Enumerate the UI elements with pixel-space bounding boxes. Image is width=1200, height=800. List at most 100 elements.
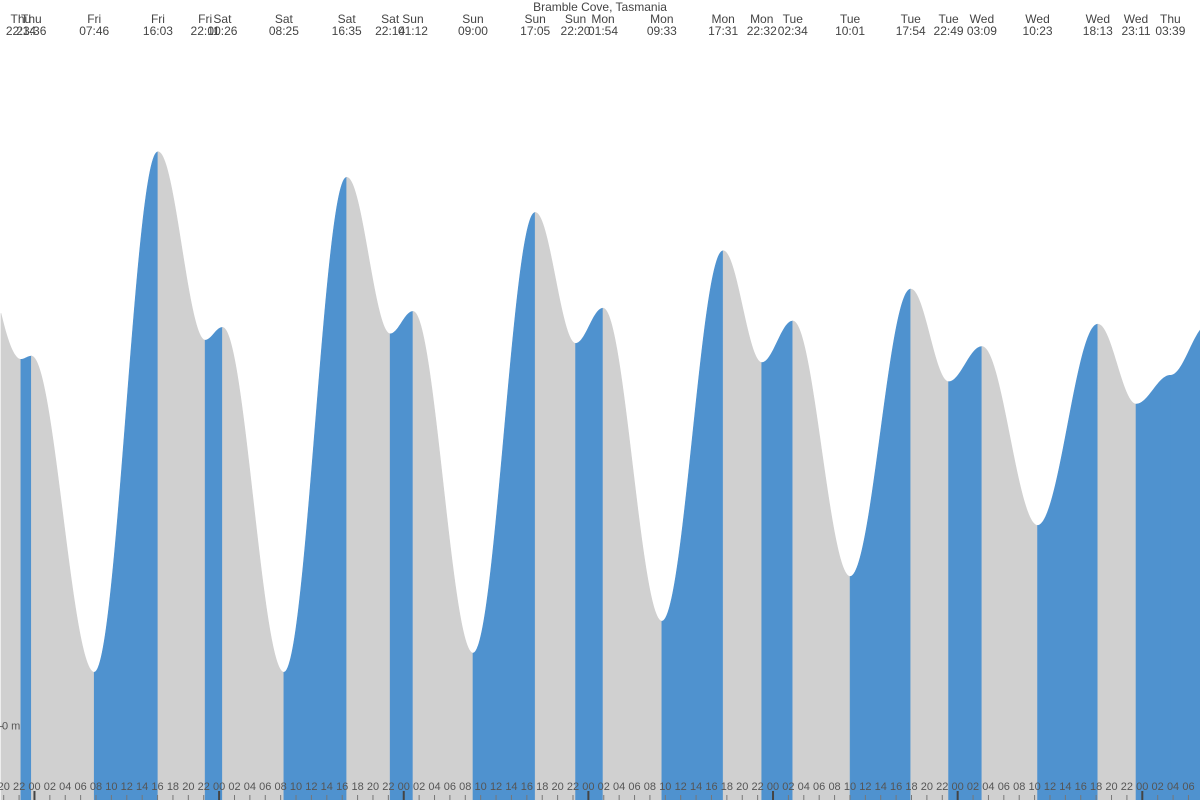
extreme-day: Thu <box>1160 12 1181 26</box>
x-tick-label: 00 <box>398 781 410 793</box>
x-tick-label: 16 <box>890 781 902 793</box>
extreme-time: 01:12 <box>398 24 428 38</box>
x-tick-label: 04 <box>244 781 256 793</box>
x-tick-label: 02 <box>413 781 425 793</box>
x-tick-label: 08 <box>459 781 471 793</box>
extreme-time: 03:09 <box>967 24 997 38</box>
extreme-day: Mon <box>591 12 614 26</box>
extreme-time: 23:11 <box>1121 24 1150 38</box>
x-tick-label: 12 <box>1044 781 1056 793</box>
falling-tide <box>31 355 95 800</box>
x-tick-label: 00 <box>952 781 964 793</box>
x-tick-label: 04 <box>428 781 440 793</box>
x-tick-label: 06 <box>628 781 640 793</box>
extreme-day: Sun <box>565 12 586 26</box>
x-tick-label: 14 <box>1059 781 1071 793</box>
x-tick-label: 22 <box>382 781 394 793</box>
x-tick-label: 22 <box>198 781 210 793</box>
x-tick-label: 22 <box>752 781 764 793</box>
x-tick-label: 08 <box>90 781 102 793</box>
x-tick-label: 14 <box>505 781 517 793</box>
x-tick-label: 02 <box>598 781 610 793</box>
x-tick-label: 20 <box>921 781 933 793</box>
x-tick-label: 14 <box>875 781 887 793</box>
extreme-time: 03:39 <box>1155 24 1185 38</box>
rising-tide <box>849 288 912 800</box>
x-tick-label: 16 <box>705 781 717 793</box>
x-axis: 0 m20 22 00 02 04 06 08 10 12 14 16 18 20 22 00 02 04 06 0… <box>0 720 1195 800</box>
extreme-time: 02:34 <box>778 24 808 38</box>
x-tick-label: 22 <box>13 781 25 793</box>
x-tick-label: 08 <box>275 781 287 793</box>
x-tick-label: 00 <box>28 781 40 793</box>
x-tick-label: 04 <box>59 781 71 793</box>
extreme-day: Fri <box>87 12 101 26</box>
falling-tide <box>534 212 576 800</box>
extreme-time: 16:35 <box>332 24 362 38</box>
x-tick-label: 18 <box>1090 781 1102 793</box>
extreme-day: Wed <box>1025 12 1049 26</box>
extreme-time: 22:11 <box>191 24 220 38</box>
extreme-time: 22:20 <box>561 24 591 38</box>
extreme-day: Mon <box>711 12 734 26</box>
x-tick-label: 02 <box>44 781 56 793</box>
extreme-day: Sat <box>338 12 357 26</box>
x-tick-label: 20 <box>0 781 10 793</box>
x-tick-label: 10 <box>105 781 117 793</box>
falling-tide <box>412 311 474 800</box>
extreme-labels: Thu22:14Thu23:36Fri07:46Fri16:03Fri22:11… <box>6 12 1186 38</box>
extreme-day: Fri <box>151 12 165 26</box>
falling-tide <box>910 288 949 800</box>
falling-tide <box>1097 323 1137 800</box>
extreme-day: Wed <box>970 12 994 26</box>
rising-tide <box>761 320 794 800</box>
extreme-time: 10:01 <box>835 24 865 38</box>
falling-tide <box>222 327 285 800</box>
x-tick-label: 10 <box>475 781 487 793</box>
x-tick-label: 20 <box>551 781 563 793</box>
extreme-day: Thu <box>11 12 32 26</box>
falling-tide <box>157 151 206 800</box>
extreme-time: 09:33 <box>647 24 677 38</box>
x-tick-label: 06 <box>75 781 87 793</box>
x-tick-label: 18 <box>351 781 363 793</box>
x-tick-label: 06 <box>444 781 456 793</box>
extreme-day: Mon <box>650 12 673 26</box>
rising-tide <box>1135 374 1171 800</box>
extreme-time: 17:54 <box>896 24 926 38</box>
extreme-day: Tue <box>938 12 959 26</box>
x-tick-label: 20 <box>1105 781 1117 793</box>
x-tick-label: 16 <box>521 781 533 793</box>
extreme-time: 17:31 <box>708 24 738 38</box>
extreme-day: Sat <box>275 12 294 26</box>
rising-tide <box>472 212 536 800</box>
extreme-time: 22:14 <box>375 24 405 38</box>
rising-tide <box>283 176 347 800</box>
extreme-day: Mon <box>750 12 773 26</box>
x-tick-label: 18 <box>536 781 548 793</box>
x-tick-label: 22 <box>567 781 579 793</box>
extreme-day: Fri <box>198 12 212 26</box>
x-tick-label: 20 <box>182 781 194 793</box>
x-tick-label: 20 <box>367 781 379 793</box>
extreme-time: 09:00 <box>458 24 488 38</box>
extreme-time: 00:26 <box>207 24 237 38</box>
x-tick-label: 22 <box>1121 781 1133 793</box>
extreme-day: Sun <box>524 12 545 26</box>
x-tick-label: 12 <box>305 781 317 793</box>
x-tick-label: 02 <box>967 781 979 793</box>
x-tick-label: 14 <box>690 781 702 793</box>
x-tick-label: 08 <box>644 781 656 793</box>
rising-tide <box>1037 323 1099 800</box>
extreme-time: 16:03 <box>143 24 173 38</box>
x-tick-label: 12 <box>490 781 502 793</box>
extreme-day: Tue <box>783 12 804 26</box>
x-tick-label: 10 <box>290 781 302 793</box>
x-tick-label: 02 <box>228 781 240 793</box>
x-tick-label: 04 <box>1167 781 1179 793</box>
falling-tide <box>792 320 851 800</box>
extreme-day: Wed <box>1086 12 1110 26</box>
chart-title: Bramble Cove, Tasmania <box>533 0 667 14</box>
